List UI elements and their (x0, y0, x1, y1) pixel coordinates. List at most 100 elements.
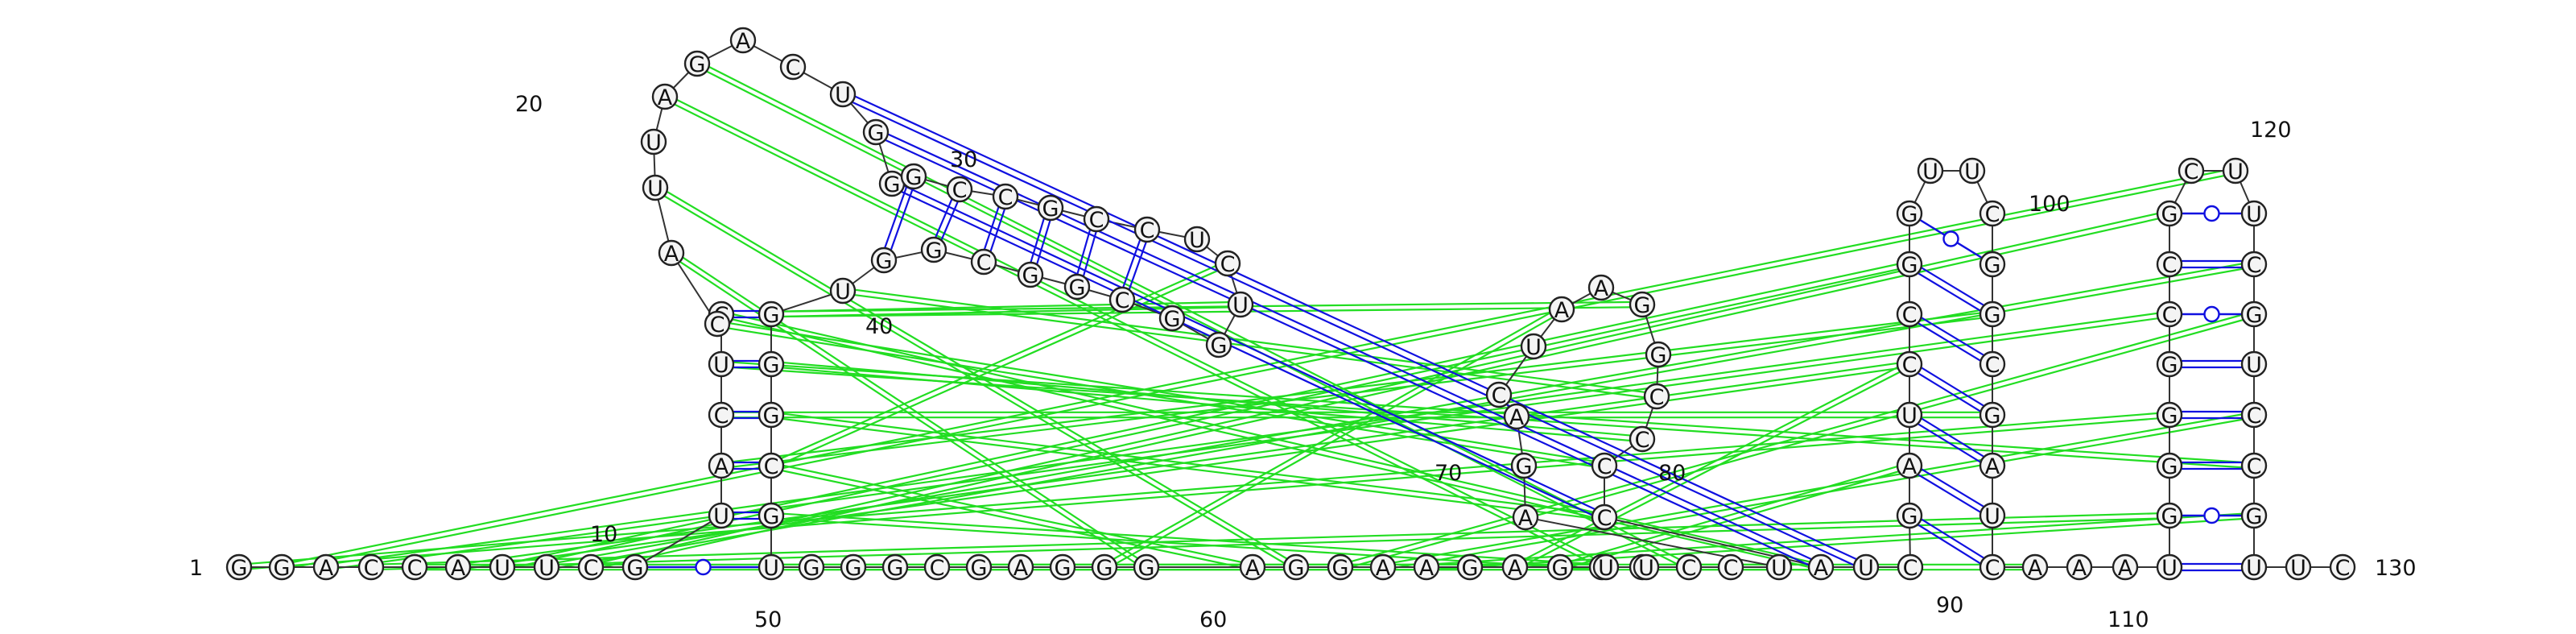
nucleotide-71: U (1633, 553, 1660, 581)
nucleotide-67: G (1546, 553, 1574, 581)
nucleotide-letter: U (1771, 556, 1787, 581)
nucleotide-letter: G (926, 238, 943, 263)
nucleotide-115: G (2156, 350, 2183, 378)
tertiary-interaction (239, 416, 2170, 571)
nucleotide-circle (1183, 226, 1211, 253)
nucleotide-60: A (1239, 553, 1266, 581)
nucleotide-124: U (2240, 350, 2268, 378)
nucleotide-57: G (1049, 553, 1076, 581)
nucleotide-circle (1675, 553, 1703, 581)
nucleotide-circle (1239, 553, 1266, 581)
tertiary-interaction (770, 416, 1604, 521)
nucleotide-circle (920, 236, 947, 263)
nucleotide-circle (2112, 553, 2139, 581)
canonical-pair (890, 185, 1604, 521)
nucleotide-letter: A (451, 556, 466, 581)
nucleotide-letter: U (1232, 293, 1249, 318)
nucleotide-circle (729, 27, 757, 54)
nucleotide-letter: G (1211, 334, 1228, 358)
nucleotide-letter: C (1649, 385, 1665, 410)
nucleotide-129: U (2285, 553, 2312, 581)
tertiary-interaction (1515, 365, 1911, 570)
nucleotide-88: A (1807, 553, 1835, 581)
nucleotide-letter: A (1814, 556, 1829, 581)
nucleotide-circle (758, 300, 785, 328)
canonical-pair (1910, 310, 1995, 363)
canonical-pair (844, 90, 1868, 566)
nucleotide-letter: U (2246, 202, 2262, 227)
nucleotide-61: G (1282, 553, 1310, 581)
nucleotide-circle (640, 128, 667, 155)
nucleotide-circle (2066, 553, 2093, 581)
nucleotide-letter: C (930, 556, 945, 581)
nucleotide-circle (1629, 291, 1656, 318)
nucleotide-letter: C (786, 56, 801, 81)
nucleotide-circle (2240, 300, 2268, 328)
canonical-pair (1910, 512, 1995, 566)
nucleotide-125: C (2240, 401, 2268, 429)
nucleotide-letter: G (1984, 253, 2001, 278)
tertiary-interaction (1340, 316, 2256, 571)
nucleotide-letter: C (1902, 353, 1918, 378)
nucleotide-108: A (2021, 553, 2049, 581)
nucleotide-circle (658, 239, 685, 267)
nucleotide-19: U (640, 128, 667, 155)
canonical-pair (1907, 416, 1992, 470)
nucleotide-letter: G (868, 121, 885, 146)
nucleotide-circle (1852, 553, 1880, 581)
nucleotide-55: G (965, 553, 993, 581)
nucleotide-31: C (1083, 205, 1110, 233)
canonical-pair (1910, 411, 1995, 464)
nucleotide-20: A (651, 83, 679, 110)
canonical-pair (1907, 266, 1992, 318)
canonical-pair (873, 134, 1820, 571)
nucleotide-92: A (1896, 452, 1923, 479)
nucleotide-73: C (1717, 553, 1744, 581)
tertiary-interaction (1382, 411, 2254, 566)
nucleotide-letter: G (1138, 556, 1155, 581)
nucleotide-circle (881, 553, 909, 581)
tertiary-interaction (326, 316, 2170, 571)
nucleotide-letter: U (2246, 556, 2262, 581)
index-label-90: 90 (1936, 593, 1963, 618)
nucleotide-circle (1510, 452, 1538, 479)
nucleotide-circle (1214, 250, 1241, 277)
nucleotide-letter: G (763, 404, 780, 429)
nucleotide-94: C (1896, 350, 1923, 378)
nucleotide-letter: C (1635, 428, 1650, 453)
nucleotide-117: C (2156, 251, 2183, 278)
nucleotide-114: G (2156, 401, 2183, 429)
nucleotide-circle (1979, 452, 2006, 479)
nucleotide-letter: G (689, 52, 706, 77)
nucleotide-81: A (1587, 274, 1615, 301)
nucleotide-51: G (798, 553, 825, 581)
nucleotide-circle (758, 502, 785, 529)
wobble-marker (2203, 305, 2220, 323)
nucleotide-circle (1133, 216, 1161, 243)
nucleotide-letter: A (2028, 556, 2043, 581)
nucleotide-letter: U (2246, 353, 2262, 378)
nucleotide-75: A (1512, 503, 1539, 531)
nucleotide-letter: C (364, 556, 379, 581)
nucleotide-letter: C (1724, 556, 1739, 581)
nucleotide-91: G (1896, 502, 1923, 529)
nucleotide-letter: C (710, 313, 725, 338)
nucleotide-circle (1282, 553, 1310, 581)
nucleotide-letter: A (1554, 298, 1570, 323)
nucleotide-32: C (1133, 216, 1161, 243)
tertiary-interaction (696, 64, 1689, 570)
nucleotide-37: G (1158, 305, 1186, 332)
tertiary-interaction (1560, 467, 1911, 571)
index-label-100: 100 (2029, 192, 2070, 217)
tertiary-interaction (238, 411, 2169, 566)
nucleotide-letter: C (2162, 253, 2178, 278)
nucleotide-circle (1979, 553, 2006, 581)
nucleotide-circle (1017, 261, 1044, 288)
nucleotide-letter: A (1419, 556, 1435, 581)
nucleotide-26: G (878, 170, 906, 197)
index-label-50: 50 (754, 607, 782, 632)
nucleotide-113: G (2156, 452, 2183, 479)
nucleotide-3: A (312, 553, 340, 581)
nucleotide-circle (1520, 333, 1547, 360)
tertiary-interaction (771, 411, 1605, 516)
